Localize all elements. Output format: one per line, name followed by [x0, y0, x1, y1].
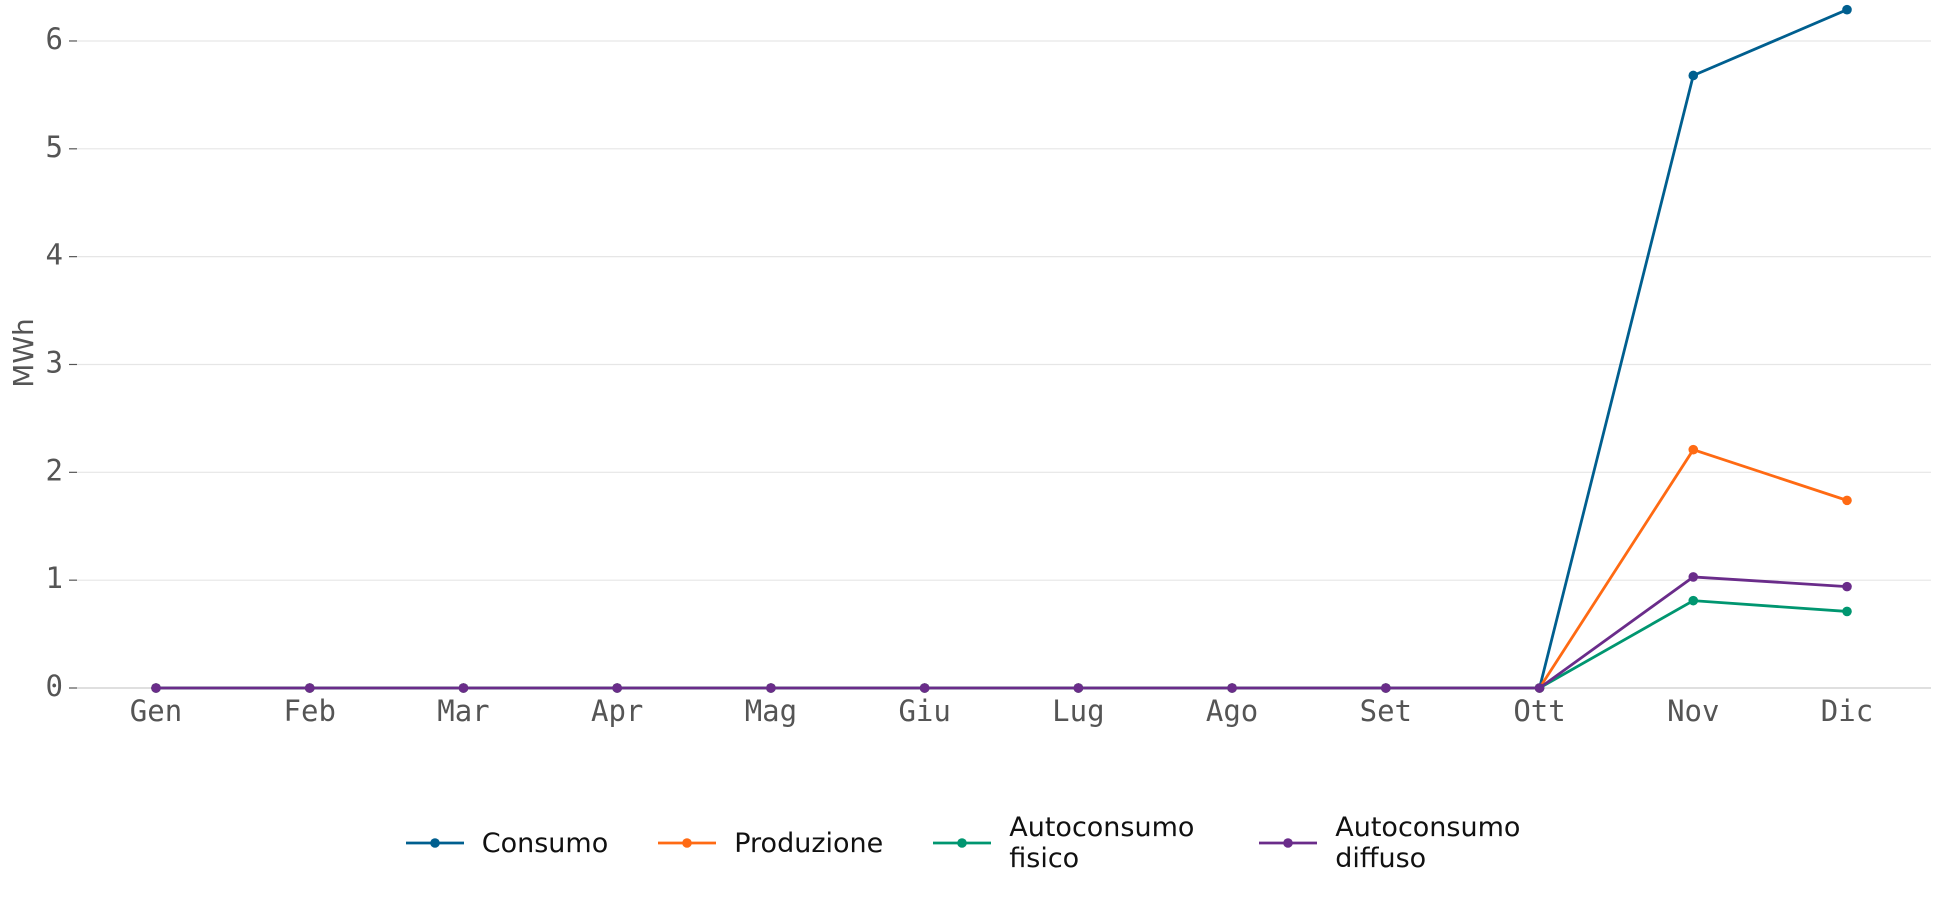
y-tick-label: 0	[46, 669, 63, 703]
y-tick-label: 5	[46, 130, 63, 164]
series-line	[156, 575, 1848, 690]
legend-label: Produzione	[734, 827, 884, 859]
x-tick-label: Gen	[130, 694, 182, 728]
x-tick-label: Apr	[591, 694, 643, 728]
data-point	[1688, 444, 1699, 455]
legend-swatch	[933, 838, 992, 848]
chart: MWh 0 1 2 3 4 5 6 Gen Feb Mar Apr Mag Giu Lug Ago Set Ot…	[7, 4, 1931, 728]
legend-item: Autoconsumo diffuso	[1259, 812, 1535, 874]
x-tick-label: Ago	[1206, 694, 1258, 728]
legend-marker	[1283, 838, 1294, 848]
x-tick-label: Giu	[898, 694, 950, 728]
data-point	[1688, 70, 1699, 81]
x-tick-label: Set	[1360, 694, 1412, 728]
data-point	[1688, 572, 1699, 582]
y-tick-label: 2	[46, 453, 63, 487]
legend-swatch	[1259, 838, 1318, 848]
x-tick-label: Lug	[1052, 694, 1104, 728]
x-tick-label: Ott	[1513, 694, 1565, 728]
legend-swatch	[658, 838, 717, 848]
legend-marker	[957, 838, 968, 848]
legend-item: Produzione	[658, 812, 883, 874]
legend-item: Autoconsumo fisico	[933, 812, 1209, 874]
data-point	[612, 683, 622, 693]
data-point	[919, 683, 930, 693]
legend-marker	[429, 838, 440, 848]
data-point	[1688, 595, 1699, 606]
x-tick-label: Dic	[1821, 694, 1873, 728]
series-line	[156, 599, 1848, 690]
series-line	[156, 448, 1848, 690]
data-point	[151, 683, 161, 693]
x-tick-label: Nov	[1667, 694, 1719, 728]
data-point	[458, 683, 469, 693]
data-point	[304, 683, 315, 693]
x-tick-label: Mar	[437, 694, 489, 728]
data-point	[1227, 683, 1237, 693]
legend-swatch	[405, 838, 464, 848]
legend-label: Consumo	[481, 827, 609, 859]
data-point	[766, 683, 776, 693]
y-tick-label: 1	[46, 561, 63, 595]
data-point	[1381, 683, 1391, 693]
x-tick-label: Feb	[284, 694, 336, 728]
legend: Consumo Produzione Autoconsumo fisico Autoc…	[0, 812, 1941, 874]
data-point	[1842, 581, 1852, 592]
y-tick-label: 4	[46, 238, 63, 272]
legend-label: Autoconsumo fisico	[1009, 812, 1195, 874]
y-tick-label: 6	[46, 22, 63, 56]
legend-label: Autoconsumo diffuso	[1335, 812, 1521, 874]
x-tick-label: Mag	[745, 694, 797, 728]
data-point	[1534, 683, 1545, 693]
legend-item: Consumo	[405, 812, 609, 874]
series-line	[156, 8, 1848, 690]
data-point	[1842, 495, 1852, 506]
data-point	[1842, 606, 1852, 617]
legend-marker	[682, 838, 693, 848]
y-axis-label: MWh	[7, 318, 40, 388]
y-tick-label: 3	[46, 345, 63, 379]
data-point	[1842, 4, 1852, 15]
data-point	[1073, 683, 1084, 693]
